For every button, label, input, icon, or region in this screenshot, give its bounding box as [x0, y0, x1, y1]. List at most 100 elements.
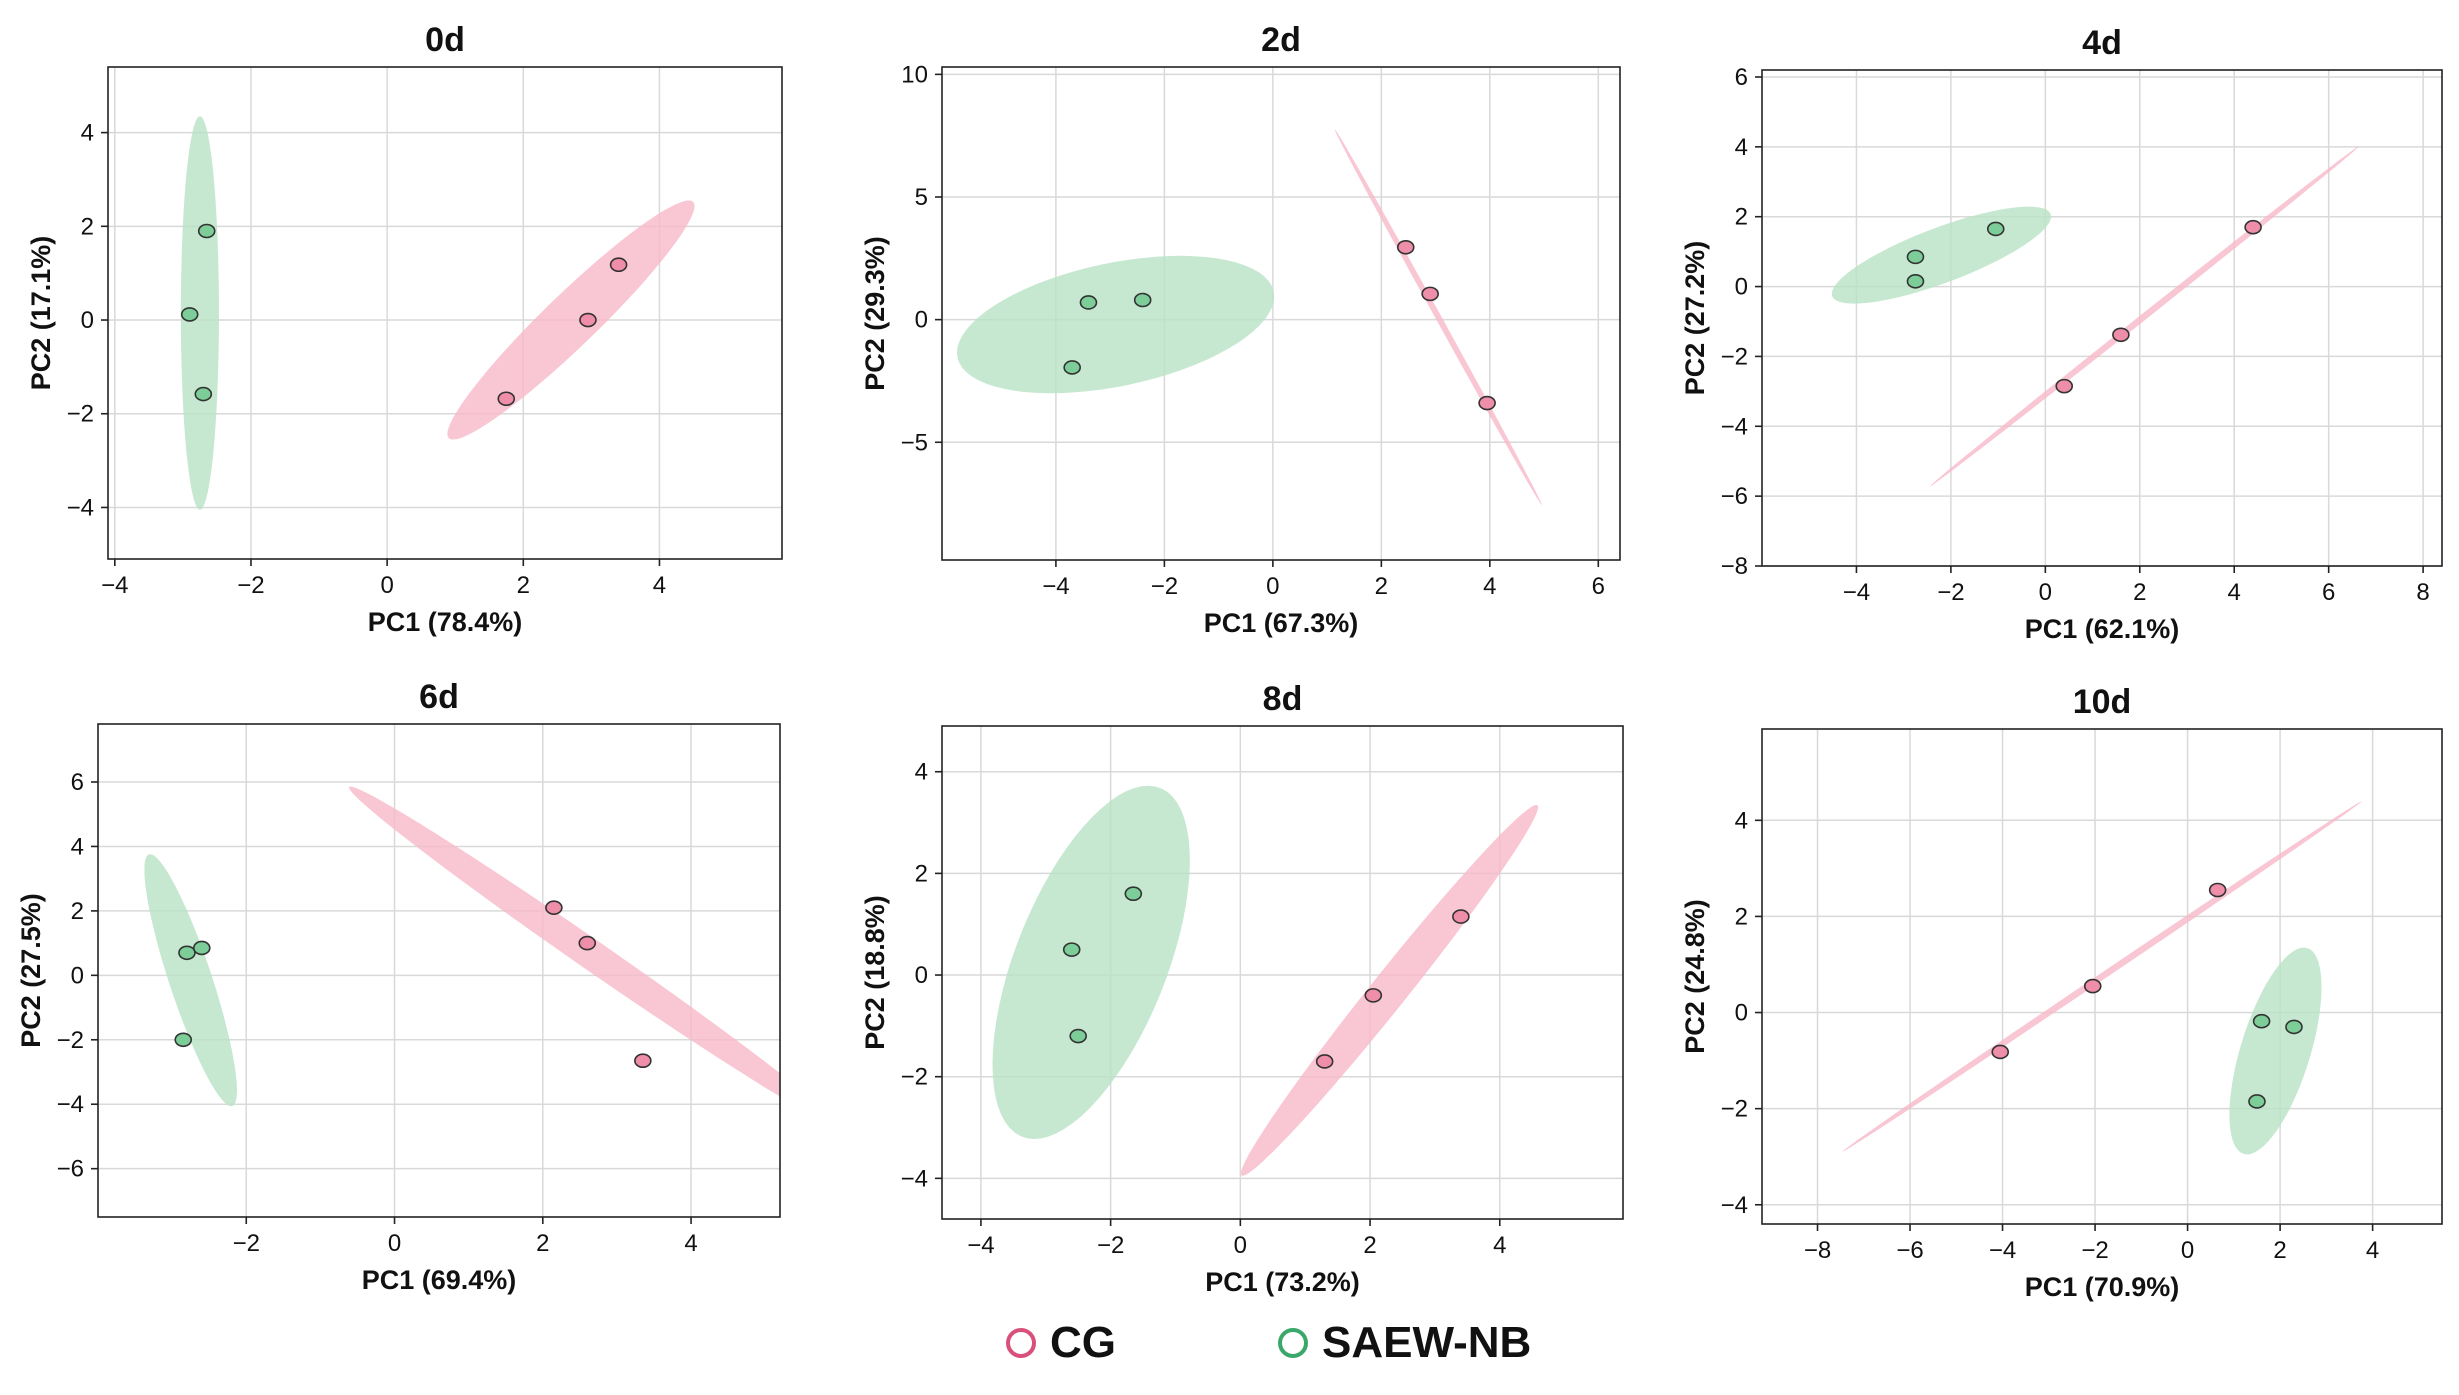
panel-title: 10d: [2073, 683, 2132, 721]
x-tick-label: −2: [1097, 1232, 1124, 1259]
y-axis-label: PC2 (17.1%): [26, 236, 56, 391]
data-point-cg: [578, 935, 597, 951]
legend: CG SAEW-NB: [0, 1318, 2459, 1388]
panel-title: 4d: [2082, 24, 2122, 62]
confidence-ellipse-cg: [348, 786, 780, 1097]
plot-area: [992, 785, 1539, 1176]
plot-frame: [107, 66, 783, 560]
x-tick-label: −2: [233, 1230, 260, 1257]
x-tick-label: 6: [1592, 573, 1605, 600]
plot-area: [180, 116, 695, 510]
y-tick-label: 0: [1735, 1000, 1748, 1027]
x-tick-label: 4: [1483, 573, 1496, 600]
x-tick-label: 2: [517, 572, 530, 599]
plot-area: [144, 786, 780, 1107]
y-axis-label: PC2 (29.3%): [860, 236, 890, 391]
x-tick-label: −4: [967, 1232, 994, 1259]
plot-area: [1831, 146, 2359, 487]
confidence-ellipse-saew-nb: [2229, 947, 2322, 1155]
x-tick-label: −4: [1042, 573, 1069, 600]
data-point-cg: [1452, 909, 1470, 924]
data-point-cg: [2083, 978, 2102, 994]
y-tick-label: 2: [915, 860, 928, 887]
y-tick-label: 6: [71, 769, 84, 796]
panel-8d: −4 −2 0 2 4 −4 −2 0 2 4 8d PC1 (73.2%) PC2 (18.8%): [860, 680, 1624, 1297]
y-tick-label: 2: [1735, 204, 1748, 231]
legend-item-cg: CG: [1006, 1318, 1116, 1368]
y-tick-label: −4: [901, 1165, 928, 1192]
y-tick-label: −2: [1721, 343, 1748, 370]
x-tick-label: −4: [1989, 1237, 2016, 1264]
y-tick-label: −6: [57, 1156, 84, 1183]
x-tick-label: −4: [101, 572, 128, 599]
y-tick-label: −2: [67, 401, 94, 428]
y-tick-label: −2: [901, 1064, 928, 1091]
data-point-cg: [2244, 219, 2262, 235]
x-axis-label: PC1 (78.4%): [368, 607, 523, 637]
y-tick-label: 0: [81, 307, 94, 334]
data-point-saew-nb: [1906, 274, 1925, 289]
confidence-ellipse-saew-nb: [144, 854, 237, 1107]
x-axis-label: PC1 (67.3%): [1204, 608, 1359, 638]
data-point-cg: [2055, 378, 2074, 394]
y-tick-label: −8: [1721, 553, 1748, 580]
x-tick-label: 2: [536, 1230, 549, 1257]
data-point-saew-nb: [197, 223, 216, 239]
data-point-saew-nb: [174, 1032, 193, 1048]
x-tick-label: 4: [684, 1230, 697, 1257]
y-tick-label: 4: [915, 759, 928, 786]
legend-marker-saew-nb: [1278, 1328, 1308, 1358]
data-point-saew-nb: [2252, 1013, 2271, 1029]
x-tick-label: −2: [237, 572, 264, 599]
y-tick-label: 0: [915, 307, 928, 334]
data-point-cg: [1396, 239, 1415, 255]
x-tick-label: 2: [1375, 573, 1388, 600]
y-tick-label: 4: [1735, 134, 1748, 161]
y-tick-label: −4: [57, 1091, 84, 1118]
data-point-saew-nb: [180, 307, 199, 322]
confidence-ellipse-cg: [1930, 146, 2359, 487]
x-tick-label: 4: [653, 572, 666, 599]
x-tick-label: 2: [1363, 1232, 1376, 1259]
y-tick-label: −6: [1721, 483, 1748, 510]
y-tick-label: −4: [1721, 413, 1748, 440]
data-point-cg: [1991, 1044, 2010, 1060]
x-tick-label: 0: [1234, 1232, 1247, 1259]
y-tick-label: −2: [1721, 1096, 1748, 1123]
data-point-cg: [1315, 1054, 1334, 1069]
y-tick-label: 4: [1735, 807, 1748, 834]
legend-marker-cg: [1006, 1328, 1036, 1358]
y-tick-label: 10: [901, 61, 928, 88]
data-point-cg: [634, 1053, 652, 1069]
data-point-saew-nb: [1079, 295, 1098, 310]
y-tick-label: 4: [71, 833, 84, 860]
confidence-ellipse-cg: [1240, 805, 1539, 1176]
plot-frame: [97, 723, 781, 1218]
x-tick-label: −2: [1937, 579, 1964, 606]
x-tick-label: −8: [1804, 1237, 1831, 1264]
plot-frame: [1761, 69, 2443, 567]
x-axis-label: PC1 (70.9%): [2025, 1272, 2180, 1302]
data-point-saew-nb: [1069, 1028, 1087, 1044]
y-tick-label: −2: [57, 1027, 84, 1054]
data-point-cg: [579, 312, 597, 328]
y-tick-label: 0: [71, 962, 84, 989]
x-tick-label: 0: [380, 572, 393, 599]
x-tick-label: −2: [2081, 1237, 2108, 1264]
panel-title: 2d: [1261, 21, 1301, 59]
y-axis-label: PC2 (27.2%): [1680, 241, 1710, 396]
y-tick-label: 2: [1735, 903, 1748, 930]
confidence-ellipse-saew-nb: [992, 785, 1190, 1139]
confidence-ellipse-cg: [1842, 801, 2362, 1152]
legend-label-cg: CG: [1050, 1318, 1116, 1367]
panel-title: 6d: [419, 678, 459, 716]
confidence-ellipse-cg: [1334, 129, 1542, 506]
y-tick-label: 2: [71, 898, 84, 925]
y-tick-label: 4: [81, 120, 94, 147]
x-tick-label: 0: [2039, 579, 2052, 606]
x-tick-label: 2: [2133, 579, 2146, 606]
panel-0d: −4 −2 0 2 4 −4 −2 0 2 4 0d PC1 (78.4%) PC2 (17.1%): [26, 21, 783, 637]
confidence-ellipse-saew-nb: [957, 255, 1275, 394]
data-point-saew-nb: [1986, 221, 2005, 237]
